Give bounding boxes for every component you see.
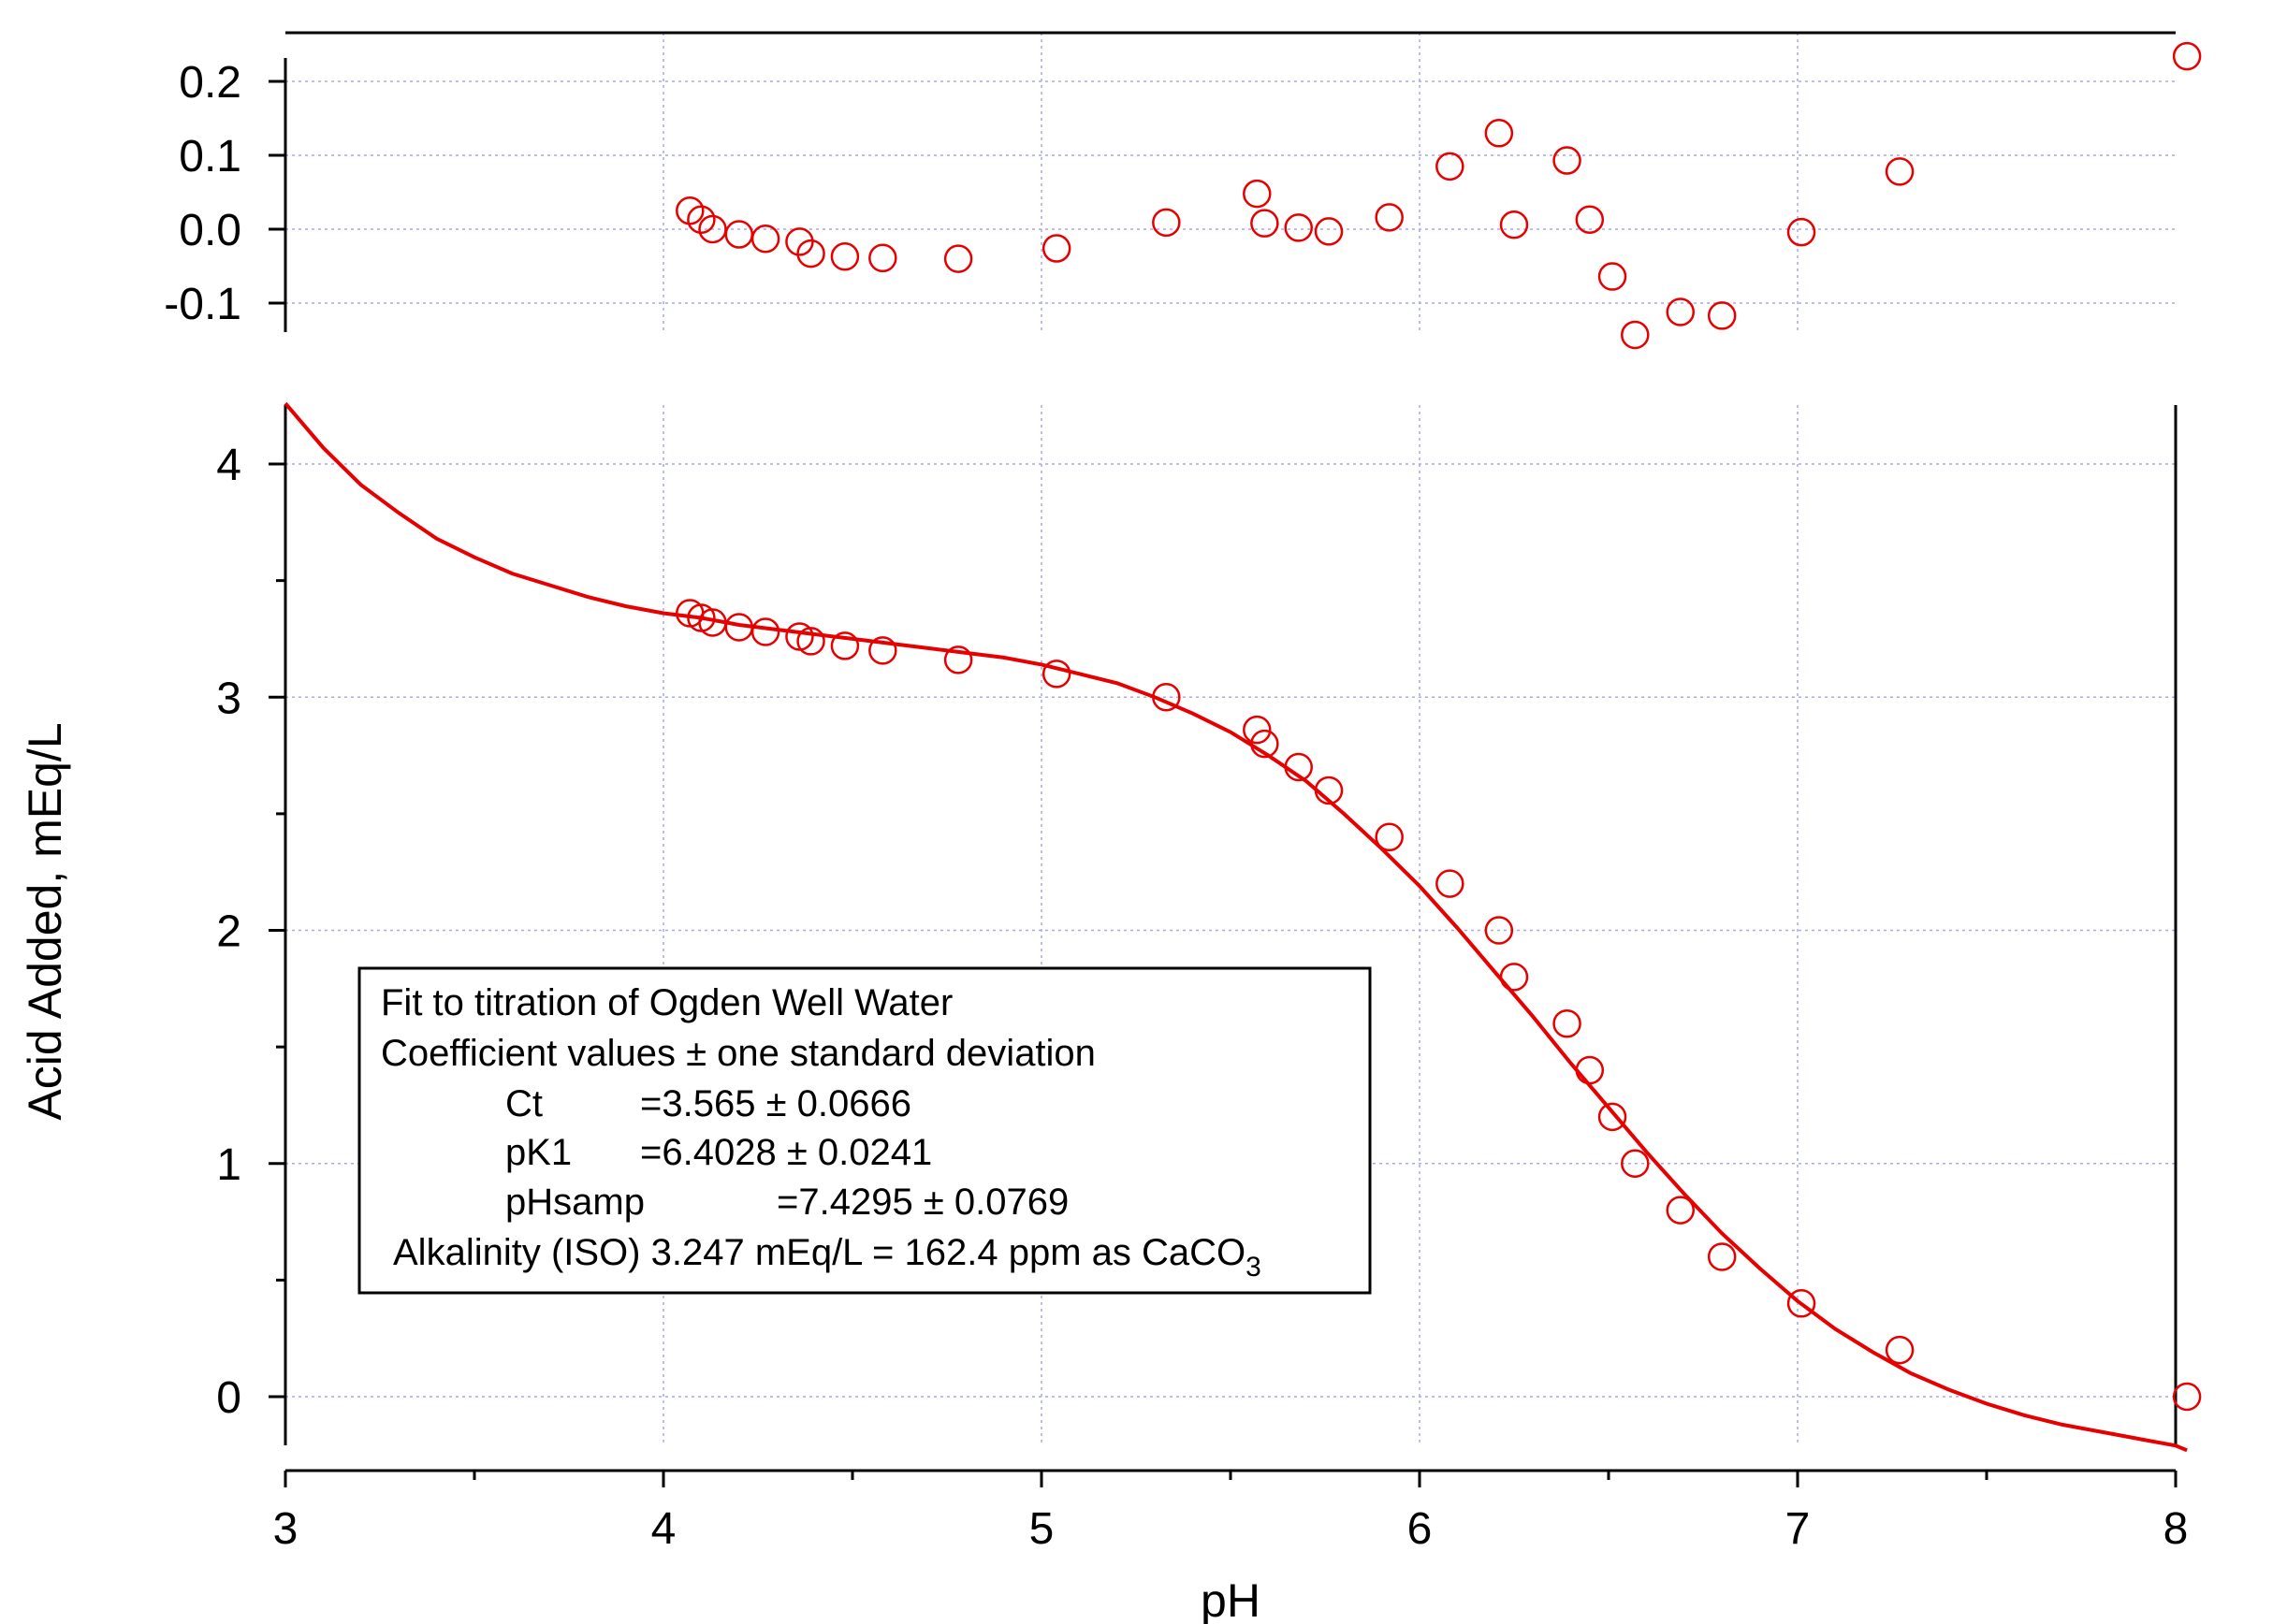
main-y-ticks: 0 1 2 3 4 <box>216 441 285 1423</box>
residual-point <box>1042 234 1071 263</box>
data-point <box>1484 916 1514 945</box>
residual-point <box>1666 297 1696 326</box>
x-tick-label: 6 <box>1407 1504 1433 1554</box>
legend-phsamp-name: pHsamp <box>505 1182 645 1223</box>
x-axis-title: pH <box>1201 1574 1260 1624</box>
data-point <box>830 631 860 660</box>
data-point <box>750 617 780 646</box>
residual-point <box>1435 152 1464 181</box>
residual-point <box>1152 208 1181 238</box>
residual-point <box>698 214 727 244</box>
residual-panel: 0.2 0.1 0.0 -0.1 <box>164 31 2202 350</box>
legend-pk1-value: =6.4028 ± 0.0241 <box>640 1132 932 1173</box>
main-y-tick-label: 2 <box>216 907 241 957</box>
residual-point <box>830 241 860 271</box>
main-y-tick-label: 3 <box>216 674 241 723</box>
x-tick-label: 4 <box>651 1504 677 1554</box>
legend-ct-value: =3.565 ± 0.0666 <box>640 1083 911 1124</box>
residual-point <box>1243 179 1272 209</box>
residual-point <box>1484 119 1514 148</box>
residual-point <box>868 243 897 273</box>
data-point <box>1707 1242 1737 1271</box>
data-point <box>1314 776 1344 805</box>
residual-point <box>2172 41 2202 71</box>
legend-ct-name: Ct <box>505 1083 543 1124</box>
legend-alkalinity-text: Alkalinity (ISO) 3.247 mEq/L = 162.4 ppm… <box>393 1232 1245 1273</box>
data-point <box>1499 963 1529 992</box>
x-tick-label: 5 <box>1029 1504 1055 1554</box>
residual-point <box>1597 262 1627 291</box>
data-point <box>1621 1149 1650 1178</box>
data-point <box>868 636 897 665</box>
data-point <box>1435 869 1464 898</box>
data-point <box>1552 1008 1581 1038</box>
legend-box <box>357 966 1372 1295</box>
legend-alkalinity-subscript: 3 <box>1245 1252 1261 1283</box>
residual-grid <box>285 33 2176 332</box>
data-point <box>1885 1335 1915 1365</box>
y-axis-title: Acid Added, mEq/L <box>19 722 71 1120</box>
x-tick-label: 8 <box>2163 1504 2189 1554</box>
residual-y-ticks: 0.2 0.1 0.0 -0.1 <box>164 58 285 329</box>
data-point <box>1666 1196 1696 1225</box>
residual-point <box>1250 209 1279 238</box>
residual-point <box>1375 203 1404 232</box>
data-point <box>1284 752 1313 782</box>
fit-curve <box>284 401 2188 1453</box>
main-y-tick-label: 1 <box>216 1140 241 1190</box>
data-points <box>676 599 2202 1412</box>
data-point <box>1597 1102 1627 1132</box>
residual-point <box>750 225 780 254</box>
residual-point <box>676 196 705 225</box>
data-point <box>1375 822 1404 852</box>
legend-pk1-name: pK1 <box>505 1132 572 1173</box>
residual-point <box>1885 157 1915 186</box>
x-tick-label: 3 <box>273 1504 299 1554</box>
legend-subtitle: Coefficient values ± one standard deviat… <box>381 1033 1096 1074</box>
data-point <box>2172 1382 2202 1412</box>
residual-point <box>796 239 825 268</box>
data-point <box>796 627 825 656</box>
data-point <box>1243 715 1272 745</box>
legend-alkalinity: Alkalinity (ISO) 3.247 mEq/L = 162.4 ppm… <box>393 1232 1261 1283</box>
data-point <box>1786 1289 1816 1318</box>
residual-point <box>943 244 973 273</box>
residual-y-tick-label: 0.0 <box>179 206 241 255</box>
residual-points <box>676 41 2202 350</box>
residual-point <box>1575 205 1605 234</box>
legend-title: Fit to titration of Ogden Well Water <box>381 982 953 1023</box>
residual-point <box>1284 213 1313 242</box>
data-point <box>1250 729 1279 759</box>
x-tick-label: 7 <box>1785 1504 1811 1554</box>
legend-phsamp-value: =7.4295 ± 0.0769 <box>777 1182 1069 1223</box>
residual-point <box>1786 217 1816 247</box>
residual-point <box>1552 146 1581 175</box>
residual-point <box>1621 320 1650 350</box>
residual-y-tick-label: 0.1 <box>179 132 241 181</box>
data-point <box>1575 1055 1605 1085</box>
data-point <box>943 645 973 674</box>
residual-point <box>1707 301 1737 330</box>
main-y-tick-label: 0 <box>216 1373 241 1423</box>
residual-point <box>687 205 716 234</box>
residual-y-tick-label: -0.1 <box>164 280 241 329</box>
residual-point <box>724 220 754 249</box>
residual-y-tick-label: 0.2 <box>179 58 241 108</box>
residual-point <box>1499 210 1529 239</box>
fit-legend: Fit to titration of Ogden Well Water Coe… <box>357 966 1372 1295</box>
main-y-tick-label: 4 <box>216 441 241 490</box>
x-ticks: 3 4 5 6 7 8 <box>273 1471 2189 1554</box>
residual-point <box>1314 217 1344 246</box>
data-point <box>1152 683 1181 712</box>
data-point <box>1042 660 1071 689</box>
